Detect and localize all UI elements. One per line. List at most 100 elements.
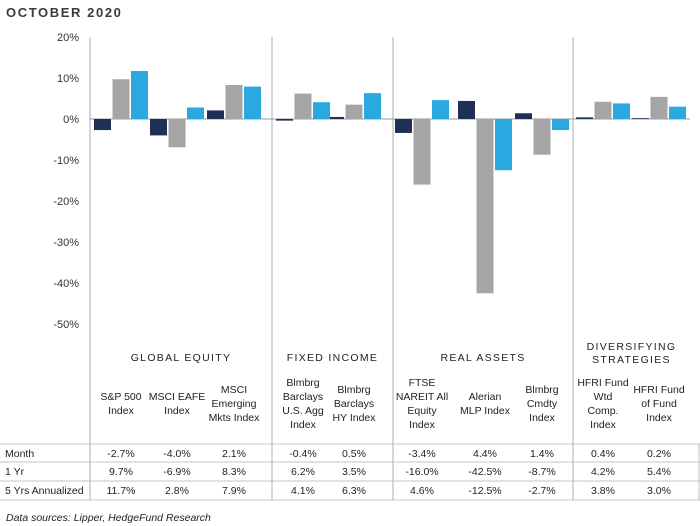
category-label: Index xyxy=(108,405,134,417)
category-label: NAREIT All xyxy=(396,391,448,403)
bar-month xyxy=(276,119,293,121)
category-label: Comp. xyxy=(588,405,619,417)
category-label: MLP Index xyxy=(460,405,511,417)
data-source-note: Data sources: Lipper, HedgeFund Research xyxy=(6,512,211,524)
category-label: Barclays xyxy=(283,391,323,403)
bar-month xyxy=(632,118,649,119)
bar-1-yr xyxy=(225,84,243,119)
table-cell: 0.4% xyxy=(591,448,615,460)
bar-5-yrs-annualized xyxy=(552,119,569,131)
table-cell: 6.2% xyxy=(291,466,315,478)
category-label: Index xyxy=(529,412,555,424)
category-label: MSCI xyxy=(221,384,247,396)
table-cell: 4.4% xyxy=(473,448,497,460)
category-label: Index xyxy=(290,419,316,431)
bar-month xyxy=(150,119,167,136)
category-label: HY Index xyxy=(333,412,377,424)
table-cell: 5.4% xyxy=(647,466,671,478)
bar-1-yr xyxy=(345,104,363,119)
group-label: GLOBAL EQUITY xyxy=(131,352,232,364)
table-cell: 9.7% xyxy=(109,466,133,478)
table-cell: -8.7% xyxy=(528,466,555,478)
table-row-label: 5 Yrs Annualized xyxy=(5,485,84,497)
bar-month xyxy=(515,113,532,119)
category-label: Emerging xyxy=(212,398,257,410)
category-label: Alerian xyxy=(469,391,502,403)
category-label: FTSE xyxy=(409,377,436,389)
table-cell: 4.1% xyxy=(291,485,315,497)
group-label: DIVERSIFYING xyxy=(587,341,677,353)
category-label: Blmbrg xyxy=(286,377,319,389)
y-tick-label: 20% xyxy=(57,32,79,44)
table-cell: 3.0% xyxy=(647,485,671,497)
bar-5-yrs-annualized xyxy=(432,100,449,119)
category-label: MSCI EAFE xyxy=(149,391,206,403)
table-cell: -2.7% xyxy=(107,448,134,460)
bar-month xyxy=(207,110,224,119)
category-label: Barclays xyxy=(334,398,374,410)
table-cell: -16.0% xyxy=(405,466,438,478)
table-cell: 8.3% xyxy=(222,466,246,478)
table-cell: -2.7% xyxy=(528,485,555,497)
category-label: Blmbrg xyxy=(525,384,558,396)
bar-5-yrs-annualized xyxy=(364,93,381,119)
table-cell: -3.4% xyxy=(408,448,435,460)
y-tick-label: 10% xyxy=(57,73,79,85)
category-label: Index xyxy=(590,419,616,431)
category-label: Equity xyxy=(407,405,437,417)
table-cell: 6.3% xyxy=(342,485,366,497)
table-cell: 3.8% xyxy=(591,485,615,497)
category-label: Index xyxy=(646,412,672,424)
bar-1-yr xyxy=(294,93,312,119)
category-label: Wtd xyxy=(594,391,613,403)
y-tick-label: 0% xyxy=(63,114,79,126)
category-label: Mkts Index xyxy=(209,412,261,424)
table-cell: -4.0% xyxy=(163,448,190,460)
table-cell: 4.2% xyxy=(591,466,615,478)
bar-5-yrs-annualized xyxy=(495,119,512,171)
category-label: Index xyxy=(409,419,435,431)
bar-month xyxy=(576,117,593,119)
y-tick-label: -10% xyxy=(53,155,79,167)
table-cell: -42.5% xyxy=(468,466,501,478)
bar-5-yrs-annualized xyxy=(244,86,261,119)
category-label: Blmbrg xyxy=(337,384,370,396)
table-cell: 0.2% xyxy=(647,448,671,460)
bar-1-yr xyxy=(413,119,431,185)
bar-5-yrs-annualized xyxy=(613,103,630,119)
group-label: FIXED INCOME xyxy=(287,352,378,364)
category-label: of Fund xyxy=(641,398,677,410)
bar-month xyxy=(395,119,412,133)
bar-1-yr xyxy=(533,119,551,155)
bar-1-yr xyxy=(168,119,186,148)
bar-5-yrs-annualized xyxy=(131,71,148,119)
table-cell: 4.6% xyxy=(410,485,434,497)
group-label: REAL ASSETS xyxy=(440,352,525,364)
category-label: Index xyxy=(164,405,190,417)
category-label: U.S. Agg xyxy=(282,405,324,417)
category-label: HFRI Fund xyxy=(633,384,685,396)
table-cell: 3.5% xyxy=(342,466,366,478)
bar-1-yr xyxy=(650,96,668,119)
bar-5-yrs-annualized xyxy=(187,107,204,119)
category-label: Cmdty xyxy=(527,398,558,410)
category-label: HFRI Fund xyxy=(577,377,629,389)
bar-1-yr xyxy=(594,101,612,119)
table-cell: -12.5% xyxy=(468,485,501,497)
bar-month xyxy=(458,100,475,119)
y-tick-label: -20% xyxy=(53,196,79,208)
group-label: STRATEGIES xyxy=(592,354,671,366)
table-cell: 1.4% xyxy=(530,448,554,460)
table-row-label: Month xyxy=(5,448,34,460)
y-tick-label: -50% xyxy=(53,319,79,331)
bar-month xyxy=(94,119,111,131)
table-cell: 2.1% xyxy=(222,448,246,460)
y-tick-label: -40% xyxy=(53,278,79,290)
bar-5-yrs-annualized xyxy=(669,106,686,119)
chart-title: OCTOBER 2020 xyxy=(6,5,123,20)
bar-1-yr xyxy=(476,119,494,294)
table-cell: 2.8% xyxy=(165,485,189,497)
bar-5-yrs-annualized xyxy=(313,102,330,119)
table-row-label: 1 Yr xyxy=(5,466,25,478)
y-tick-label: -30% xyxy=(53,237,79,249)
